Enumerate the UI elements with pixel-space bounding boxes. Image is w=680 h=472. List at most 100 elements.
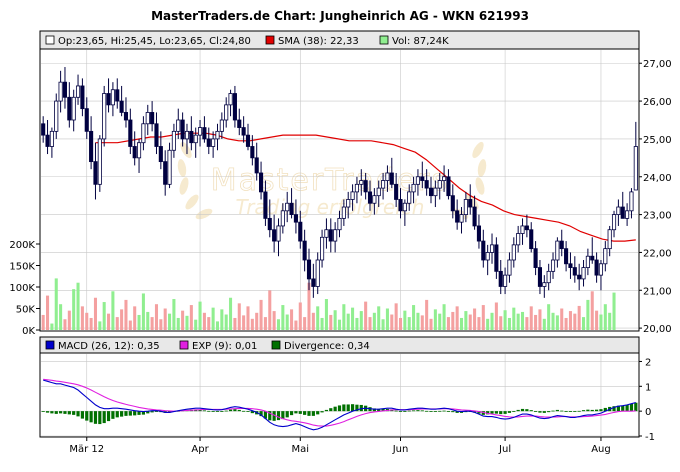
candle-body	[306, 259, 312, 280]
candle-body	[542, 282, 547, 287]
divergence-bar	[207, 410, 211, 412]
divergence-bar	[586, 409, 590, 412]
divergence-bar	[451, 411, 455, 413]
candle-body	[232, 93, 237, 121]
divergence-bar	[590, 409, 594, 412]
divergence-bar	[98, 411, 102, 425]
divergence-bar	[494, 411, 498, 414]
volume-bar	[168, 313, 172, 330]
divergence-bar	[599, 409, 603, 412]
divergence-bar	[520, 408, 525, 412]
macd-legend-bar	[39, 336, 640, 354]
divergence-bar	[455, 411, 459, 413]
candle-body	[603, 248, 608, 265]
divergence-bar	[346, 404, 350, 412]
price-tick-label: 26,00	[643, 97, 672, 108]
candle-body	[189, 130, 194, 144]
candle-body	[206, 138, 211, 147]
divergence-bar	[595, 409, 599, 412]
divergence-bar	[106, 411, 111, 422]
volume-bar	[385, 308, 389, 330]
divergence-bar	[242, 410, 246, 412]
divergence-bar	[220, 411, 224, 412]
x-tick-label: Mär 12	[69, 444, 104, 455]
volume-bar	[320, 317, 324, 330]
volume-bar	[242, 315, 246, 330]
divergence-bar	[333, 406, 337, 412]
volume-bar	[446, 317, 450, 330]
divergence-bar	[577, 410, 581, 412]
volume-bar	[272, 311, 276, 330]
candle-body	[128, 119, 133, 147]
candle-body	[80, 85, 85, 110]
volume-bar	[507, 317, 511, 330]
divergence-bar	[381, 408, 385, 412]
candle-body	[267, 217, 272, 231]
candle-body	[141, 123, 146, 144]
macd-tick-label: 0	[645, 407, 651, 418]
volume-bar	[573, 313, 577, 330]
volume-bar	[46, 295, 50, 330]
volume-bar	[377, 306, 381, 330]
x-tick-label: Jul	[498, 444, 511, 455]
volume-bar	[255, 312, 259, 330]
candle-body	[629, 191, 634, 212]
volume-bar	[612, 292, 616, 330]
divergence-bar	[551, 410, 555, 412]
candle-body	[507, 259, 512, 276]
volume-bar	[494, 302, 498, 330]
candle-body	[381, 180, 386, 189]
divergence-bar	[202, 410, 207, 412]
candle-body	[420, 176, 425, 181]
divergence-bar	[355, 404, 359, 412]
volume-bar	[102, 302, 106, 330]
volume-bar	[311, 312, 315, 330]
candle-body	[145, 112, 150, 125]
divergence-bar	[350, 404, 355, 412]
divergence-bar	[285, 411, 289, 418]
volume-bar	[355, 317, 359, 330]
divergence-bar	[359, 404, 363, 412]
candle-body	[476, 225, 482, 242]
volume-bar	[154, 304, 159, 330]
volume-bar	[181, 310, 185, 330]
divergence-bar	[411, 410, 416, 412]
volume-bar	[455, 306, 459, 330]
divergence-bar	[198, 409, 202, 412]
legend-label: EXP (9): 0,01	[192, 341, 257, 352]
divergence-bar	[307, 411, 311, 416]
macd-axis: 2 1 0 -1	[639, 357, 655, 443]
candle-body	[433, 187, 438, 197]
volume-bar	[268, 290, 272, 330]
divergence-bar	[547, 411, 551, 413]
candle-body	[389, 172, 394, 185]
candle-body	[494, 244, 499, 272]
volume-bar	[468, 314, 472, 330]
divergence-bar	[512, 411, 516, 412]
candle-body	[272, 229, 277, 242]
x-tick-label: Mai	[292, 444, 310, 455]
volume-bar	[433, 309, 437, 330]
volume-bar	[220, 309, 224, 330]
divergence-bar	[276, 411, 281, 421]
volume-bar	[137, 314, 141, 330]
volume-bar	[442, 304, 446, 330]
volume-bar	[294, 320, 298, 330]
divergence-bar	[45, 411, 50, 413]
divergence-bar	[289, 411, 294, 416]
candle-body	[516, 233, 521, 246]
volume-bar	[416, 312, 420, 330]
volume-bar	[477, 317, 481, 330]
volume-bar	[547, 304, 551, 330]
divergence-bar	[111, 411, 115, 419]
candle-body	[481, 240, 486, 261]
volume-bar	[80, 306, 84, 330]
volume-bar	[72, 289, 76, 330]
volume-tick-label: 200K	[9, 240, 35, 251]
candle-body	[224, 104, 229, 121]
divergence-bar	[137, 411, 141, 415]
legend-swatch	[45, 340, 55, 350]
volume-bar	[398, 317, 403, 330]
candle-body	[211, 138, 216, 147]
